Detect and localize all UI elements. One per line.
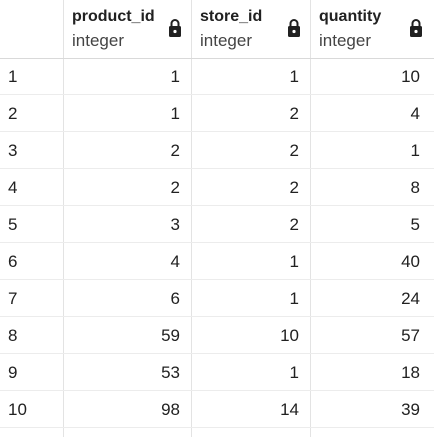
cell-store-id[interactable]: 2 <box>289 215 299 234</box>
row-number: 9 <box>8 363 18 382</box>
table-row[interactable]: 5 3 2 5 <box>0 206 434 243</box>
column-divider <box>191 0 192 437</box>
row-number: 2 <box>8 104 18 123</box>
cell-store-id[interactable]: 2 <box>289 141 299 160</box>
table-row[interactable]: 3 2 2 1 <box>0 132 434 169</box>
cell-product-id[interactable]: 2 <box>170 178 180 197</box>
column-divider <box>63 0 64 437</box>
row-number: 8 <box>8 326 18 345</box>
cell-product-id[interactable]: 1 <box>170 104 180 123</box>
cell-quantity[interactable]: 5 <box>410 215 420 234</box>
table-row[interactable]: 10 98 14 39 <box>0 391 434 428</box>
row-number: 5 <box>8 215 18 234</box>
cell-store-id[interactable]: 1 <box>289 252 299 271</box>
cell-product-id[interactable]: 3 <box>170 215 180 234</box>
grid-header: product_id integer store_id integer quan… <box>0 0 434 59</box>
lock-icon <box>169 19 181 37</box>
column-type: integer <box>319 31 371 50</box>
cell-quantity[interactable]: 39 <box>401 400 420 419</box>
column-type: integer <box>72 31 124 50</box>
cell-product-id[interactable]: 1 <box>170 67 180 86</box>
table-row[interactable]: 7 6 1 24 <box>0 280 434 317</box>
row-number: 6 <box>8 252 18 271</box>
cell-store-id[interactable]: 2 <box>289 104 299 123</box>
cell-product-id[interactable]: 98 <box>161 400 180 419</box>
column-name: store_id <box>200 8 263 25</box>
cell-quantity[interactable]: 24 <box>401 289 420 308</box>
table-row[interactable]: 4 2 2 8 <box>0 169 434 206</box>
cell-store-id[interactable]: 1 <box>289 289 299 308</box>
table-row[interactable]: 8 59 10 57 <box>0 317 434 354</box>
column-name: product_id <box>72 8 155 25</box>
cell-store-id[interactable]: 14 <box>280 400 299 419</box>
cell-quantity[interactable]: 40 <box>401 252 420 271</box>
column-header-store-id[interactable]: store_id integer <box>192 0 310 58</box>
cell-product-id[interactable]: 53 <box>161 363 180 382</box>
column-name: quantity <box>319 8 382 25</box>
cell-store-id[interactable]: 10 <box>280 326 299 345</box>
row-number: 10 <box>8 400 27 419</box>
cell-product-id[interactable]: 2 <box>170 141 180 160</box>
cell-product-id[interactable]: 6 <box>170 289 180 308</box>
cell-quantity[interactable]: 1 <box>410 141 420 160</box>
cell-quantity[interactable]: 4 <box>410 104 420 123</box>
column-type: integer <box>200 31 252 50</box>
row-number: 3 <box>8 141 18 160</box>
cell-product-id[interactable]: 59 <box>161 326 180 345</box>
column-header-product-id[interactable]: product_id integer <box>64 0 191 58</box>
cell-quantity[interactable]: 8 <box>410 178 420 197</box>
row-number: 1 <box>8 67 18 86</box>
table-row[interactable]: 6 4 1 40 <box>0 243 434 280</box>
column-divider <box>310 0 311 437</box>
table-row[interactable]: 9 53 1 18 <box>0 354 434 391</box>
cell-store-id[interactable]: 1 <box>289 363 299 382</box>
table-row[interactable]: 2 1 2 4 <box>0 95 434 132</box>
cell-quantity[interactable]: 57 <box>401 326 420 345</box>
lock-icon <box>410 19 422 37</box>
column-header-quantity[interactable]: quantity integer <box>311 0 432 58</box>
cell-product-id[interactable]: 4 <box>170 252 180 271</box>
cell-quantity[interactable]: 18 <box>401 363 420 382</box>
cell-store-id[interactable]: 2 <box>289 178 299 197</box>
row-number: 7 <box>8 289 18 308</box>
cell-store-id[interactable]: 1 <box>289 67 299 86</box>
lock-icon <box>288 19 300 37</box>
table-row[interactable]: 1 1 1 10 <box>0 58 434 95</box>
cell-quantity[interactable]: 10 <box>401 67 420 86</box>
row-number: 4 <box>8 178 18 197</box>
